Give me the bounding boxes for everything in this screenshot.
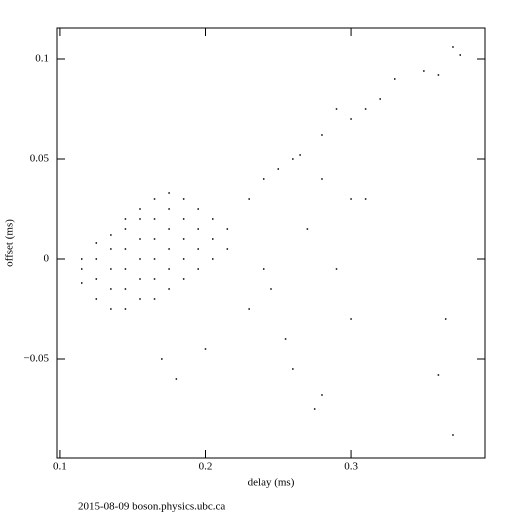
point [124, 288, 127, 290]
point [437, 74, 440, 76]
point [350, 198, 352, 200]
point [168, 228, 170, 230]
point [292, 158, 294, 160]
point [212, 218, 214, 220]
point [423, 70, 425, 72]
point [335, 268, 338, 270]
point [110, 288, 112, 290]
point [321, 134, 323, 136]
point [153, 238, 156, 240]
y-tick-label: 0.1 [35, 53, 49, 65]
point [124, 268, 127, 270]
point [197, 228, 199, 230]
point [306, 228, 309, 230]
y-tick-label: 0.05 [30, 153, 50, 165]
point [292, 368, 294, 370]
point [168, 208, 170, 210]
point [226, 228, 229, 230]
point [248, 198, 250, 200]
point [364, 198, 367, 200]
point [124, 218, 127, 220]
point [124, 228, 127, 230]
point [124, 308, 127, 310]
x-tick-label: 0.2 [199, 461, 213, 473]
point [110, 234, 112, 236]
point [284, 338, 287, 340]
point [139, 278, 141, 280]
y-tick-label: 0 [44, 253, 50, 265]
point [335, 108, 338, 110]
point [393, 78, 396, 80]
point [262, 178, 265, 180]
point [168, 288, 170, 290]
point [95, 298, 98, 300]
point [139, 258, 141, 260]
point [182, 278, 185, 280]
point [124, 248, 127, 250]
point [321, 394, 323, 396]
point [182, 198, 185, 200]
point [350, 118, 352, 120]
point [80, 258, 83, 260]
point [204, 348, 207, 350]
y-tick-label: −0.05 [24, 353, 50, 365]
point [197, 268, 199, 270]
point [161, 358, 163, 360]
point [262, 268, 265, 270]
point [139, 218, 141, 220]
point [153, 218, 156, 220]
point [139, 238, 141, 240]
point [212, 258, 214, 260]
point [299, 154, 301, 156]
point [197, 208, 199, 210]
point [175, 378, 178, 380]
plot-frame [56, 27, 486, 459]
point [110, 268, 112, 270]
point [80, 268, 83, 270]
x-tick-label: 0.1 [53, 461, 67, 473]
point [153, 298, 156, 300]
y-axis-label: offset (ms) [4, 219, 16, 267]
point [350, 318, 352, 320]
point [459, 54, 462, 56]
point [110, 308, 112, 310]
point [437, 374, 440, 376]
point [313, 408, 316, 410]
point [444, 318, 447, 320]
point [153, 278, 156, 280]
point [321, 178, 323, 180]
footer: 2015-08-09 boson.physics.ubc.ca [78, 501, 225, 512]
point [182, 258, 185, 260]
point [182, 218, 185, 220]
point [153, 258, 156, 260]
point [139, 208, 141, 210]
point [95, 242, 98, 244]
point [270, 288, 272, 290]
point [95, 278, 98, 280]
point [80, 282, 83, 284]
point [452, 46, 454, 48]
point [197, 248, 199, 250]
point [153, 198, 156, 200]
x-tick-label: 0.3 [344, 461, 358, 473]
point [95, 258, 98, 260]
point [110, 248, 112, 250]
point [226, 248, 229, 250]
point [182, 238, 185, 240]
point [379, 98, 381, 100]
point [452, 434, 454, 436]
point [277, 168, 280, 170]
point [168, 248, 170, 250]
point [212, 238, 214, 240]
point [364, 108, 367, 110]
point [248, 308, 250, 310]
point [168, 192, 170, 194]
point [168, 268, 170, 270]
point [139, 298, 141, 300]
x-axis-label: delay (ms) [248, 477, 295, 489]
